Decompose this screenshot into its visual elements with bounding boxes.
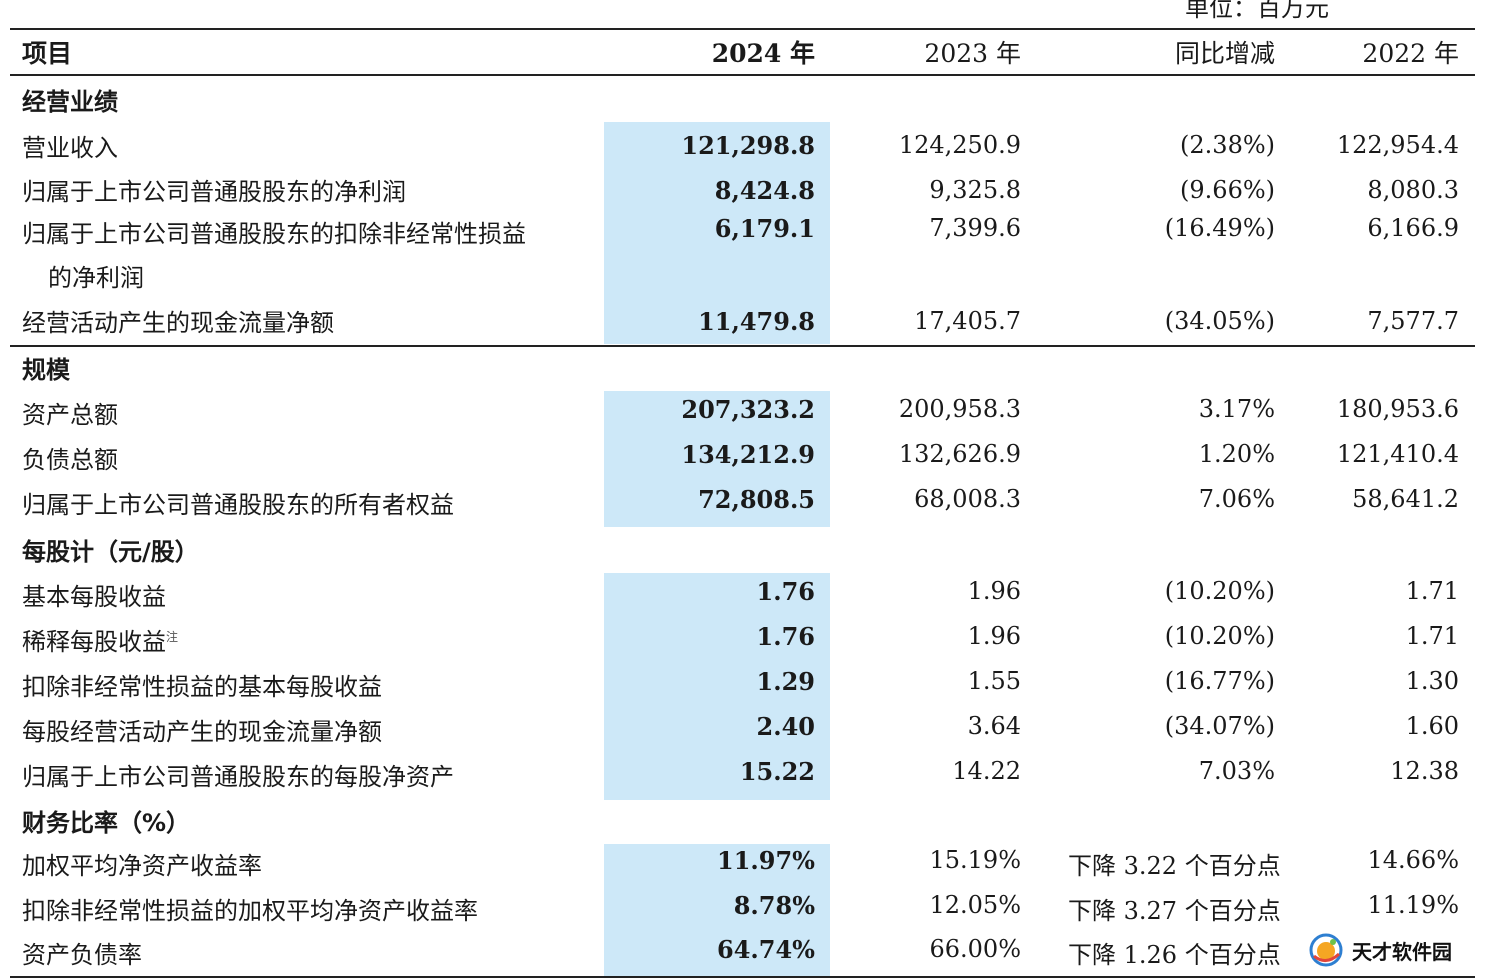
cell-2023: 68,008.3 (914, 485, 1021, 513)
watermark: 天才软件园 (1306, 930, 1452, 970)
cell-2023: 14.22 (952, 757, 1021, 785)
row-label: 资产负债率 (22, 941, 142, 969)
cell-2022: 58,641.2 (1352, 485, 1459, 513)
header-item: 项目 (22, 39, 73, 68)
section-title: 每股计（元/股） (22, 538, 199, 566)
watermark-text: 天才软件园 (1352, 939, 1452, 964)
cell-yoy: 1.20% (1198, 440, 1275, 468)
cell-2023: 1.96 (967, 622, 1021, 650)
cell-2023: 66.00% (929, 935, 1021, 963)
cell-2024: 11.97% (717, 846, 815, 875)
row-label: 归属于上市公司普通股股东的扣除非经常性损益 (22, 220, 526, 248)
cell-2024: 134,212.9 (681, 440, 815, 469)
row-label: 归属于上市公司普通股股东的净利润 (22, 178, 406, 206)
cell-2022: 6,166.9 (1367, 214, 1459, 242)
table-bottom-rule (10, 976, 1475, 978)
cell-2023: 15.19% (929, 846, 1021, 874)
cell-2024: 64.74% (717, 935, 815, 964)
row-label-continued: 的净利润 (48, 264, 144, 292)
cell-2024: 1.29 (756, 667, 815, 696)
cell-2023: 3.64 (967, 712, 1021, 740)
cell-yoy: (16.77%) (1164, 667, 1275, 695)
section-divider-rule (10, 345, 1475, 347)
section-title: 经营业绩 (22, 88, 118, 116)
cell-2023: 7,399.6 (929, 214, 1021, 242)
cell-yoy: 下降 3.27 个百分点 (1068, 897, 1281, 925)
cell-2024: 6,179.1 (714, 214, 815, 243)
highlight-2024-scale (604, 391, 830, 527)
row-label: 扣除非经常性损益的加权平均净资产收益率 (22, 897, 478, 925)
section-title: 规模 (22, 356, 70, 384)
cell-2022: 7,577.7 (1367, 307, 1459, 335)
cell-2023: 132,626.9 (898, 440, 1021, 468)
cell-2023: 124,250.9 (898, 131, 1021, 159)
cell-yoy: 7.03% (1198, 757, 1275, 785)
highlight-2024-operating (604, 122, 830, 344)
row-label: 每股经营活动产生的现金流量净额 (22, 718, 382, 746)
row-label: 资产总额 (22, 401, 118, 429)
cell-2024: 8.78% (733, 891, 815, 920)
cell-yoy: (16.49%) (1164, 214, 1275, 242)
row-label: 稀释每股收益注 (22, 622, 178, 657)
cell-2022: 14.66% (1367, 846, 1459, 874)
cell-2023: 9,325.8 (929, 176, 1021, 204)
cell-2022: 1.71 (1405, 622, 1459, 650)
cell-2022: 121,410.4 (1336, 440, 1459, 468)
cell-yoy: 7.06% (1198, 485, 1275, 513)
cell-2024: 8,424.8 (714, 176, 815, 205)
cell-yoy: 3.17% (1198, 395, 1275, 423)
footnote-marker: 注 (166, 630, 179, 644)
cell-2024: 2.40 (756, 712, 815, 741)
section-title: 财务比率（%） (22, 809, 191, 837)
tiancai-logo-icon (1309, 933, 1343, 967)
unit-note: 单位：百万元 (1185, 0, 1329, 22)
cell-yoy: (10.20%) (1164, 577, 1275, 605)
header-2024: 2024 年 (711, 39, 815, 68)
highlight-2024-ratios (604, 844, 830, 976)
row-label: 经营活动产生的现金流量净额 (22, 309, 334, 337)
row-label: 基本每股收益 (22, 583, 166, 611)
highlight-2024-per-share (604, 573, 830, 800)
cell-2024: 121,298.8 (681, 131, 815, 160)
cell-2024: 1.76 (756, 622, 815, 651)
cell-2022: 11.19% (1367, 891, 1459, 919)
row-label-text: 稀释每股收益 (22, 628, 166, 656)
cell-2024: 207,323.2 (681, 395, 815, 424)
row-label: 扣除非经常性损益的基本每股收益 (22, 673, 382, 701)
row-label: 加权平均净资产收益率 (22, 852, 262, 880)
cell-yoy: 下降 1.26 个百分点 (1068, 941, 1281, 969)
cell-2024: 72,808.5 (698, 485, 815, 514)
cell-yoy: (10.20%) (1164, 622, 1275, 650)
cell-2023: 1.55 (967, 667, 1021, 695)
table-top-rule (10, 28, 1475, 30)
cell-2022: 1.71 (1405, 577, 1459, 605)
row-label: 归属于上市公司普通股股东的所有者权益 (22, 491, 454, 519)
header-2023: 2023 年 (924, 39, 1021, 68)
cell-2024: 1.76 (756, 577, 815, 606)
row-label: 营业收入 (22, 134, 118, 162)
cell-2023: 17,405.7 (914, 307, 1021, 335)
cell-yoy: (9.66%) (1180, 176, 1275, 204)
cell-yoy: (34.05%) (1164, 307, 1275, 335)
cell-yoy: 下降 3.22 个百分点 (1068, 852, 1281, 880)
cell-2023: 12.05% (929, 891, 1021, 919)
row-label: 归属于上市公司普通股股东的每股净资产 (22, 763, 454, 791)
header-bottom-rule (10, 74, 1475, 76)
header-2022: 2022 年 (1362, 39, 1459, 68)
cell-yoy: (34.07%) (1164, 712, 1275, 740)
cell-2022: 1.30 (1405, 667, 1459, 695)
cell-2022: 12.38 (1390, 757, 1459, 785)
cell-2024: 15.22 (739, 757, 815, 786)
cell-2022: 8,080.3 (1367, 176, 1459, 204)
cell-2023: 1.96 (967, 577, 1021, 605)
row-label: 负债总额 (22, 446, 118, 474)
cell-2022: 180,953.6 (1336, 395, 1459, 423)
header-yoy: 同比增减 (1174, 39, 1275, 68)
cell-yoy: (2.38%) (1180, 131, 1275, 159)
cell-2024: 11,479.8 (698, 307, 815, 336)
cell-2022: 122,954.4 (1336, 131, 1459, 159)
cell-2022: 1.60 (1405, 712, 1459, 740)
cell-2023: 200,958.3 (898, 395, 1021, 423)
